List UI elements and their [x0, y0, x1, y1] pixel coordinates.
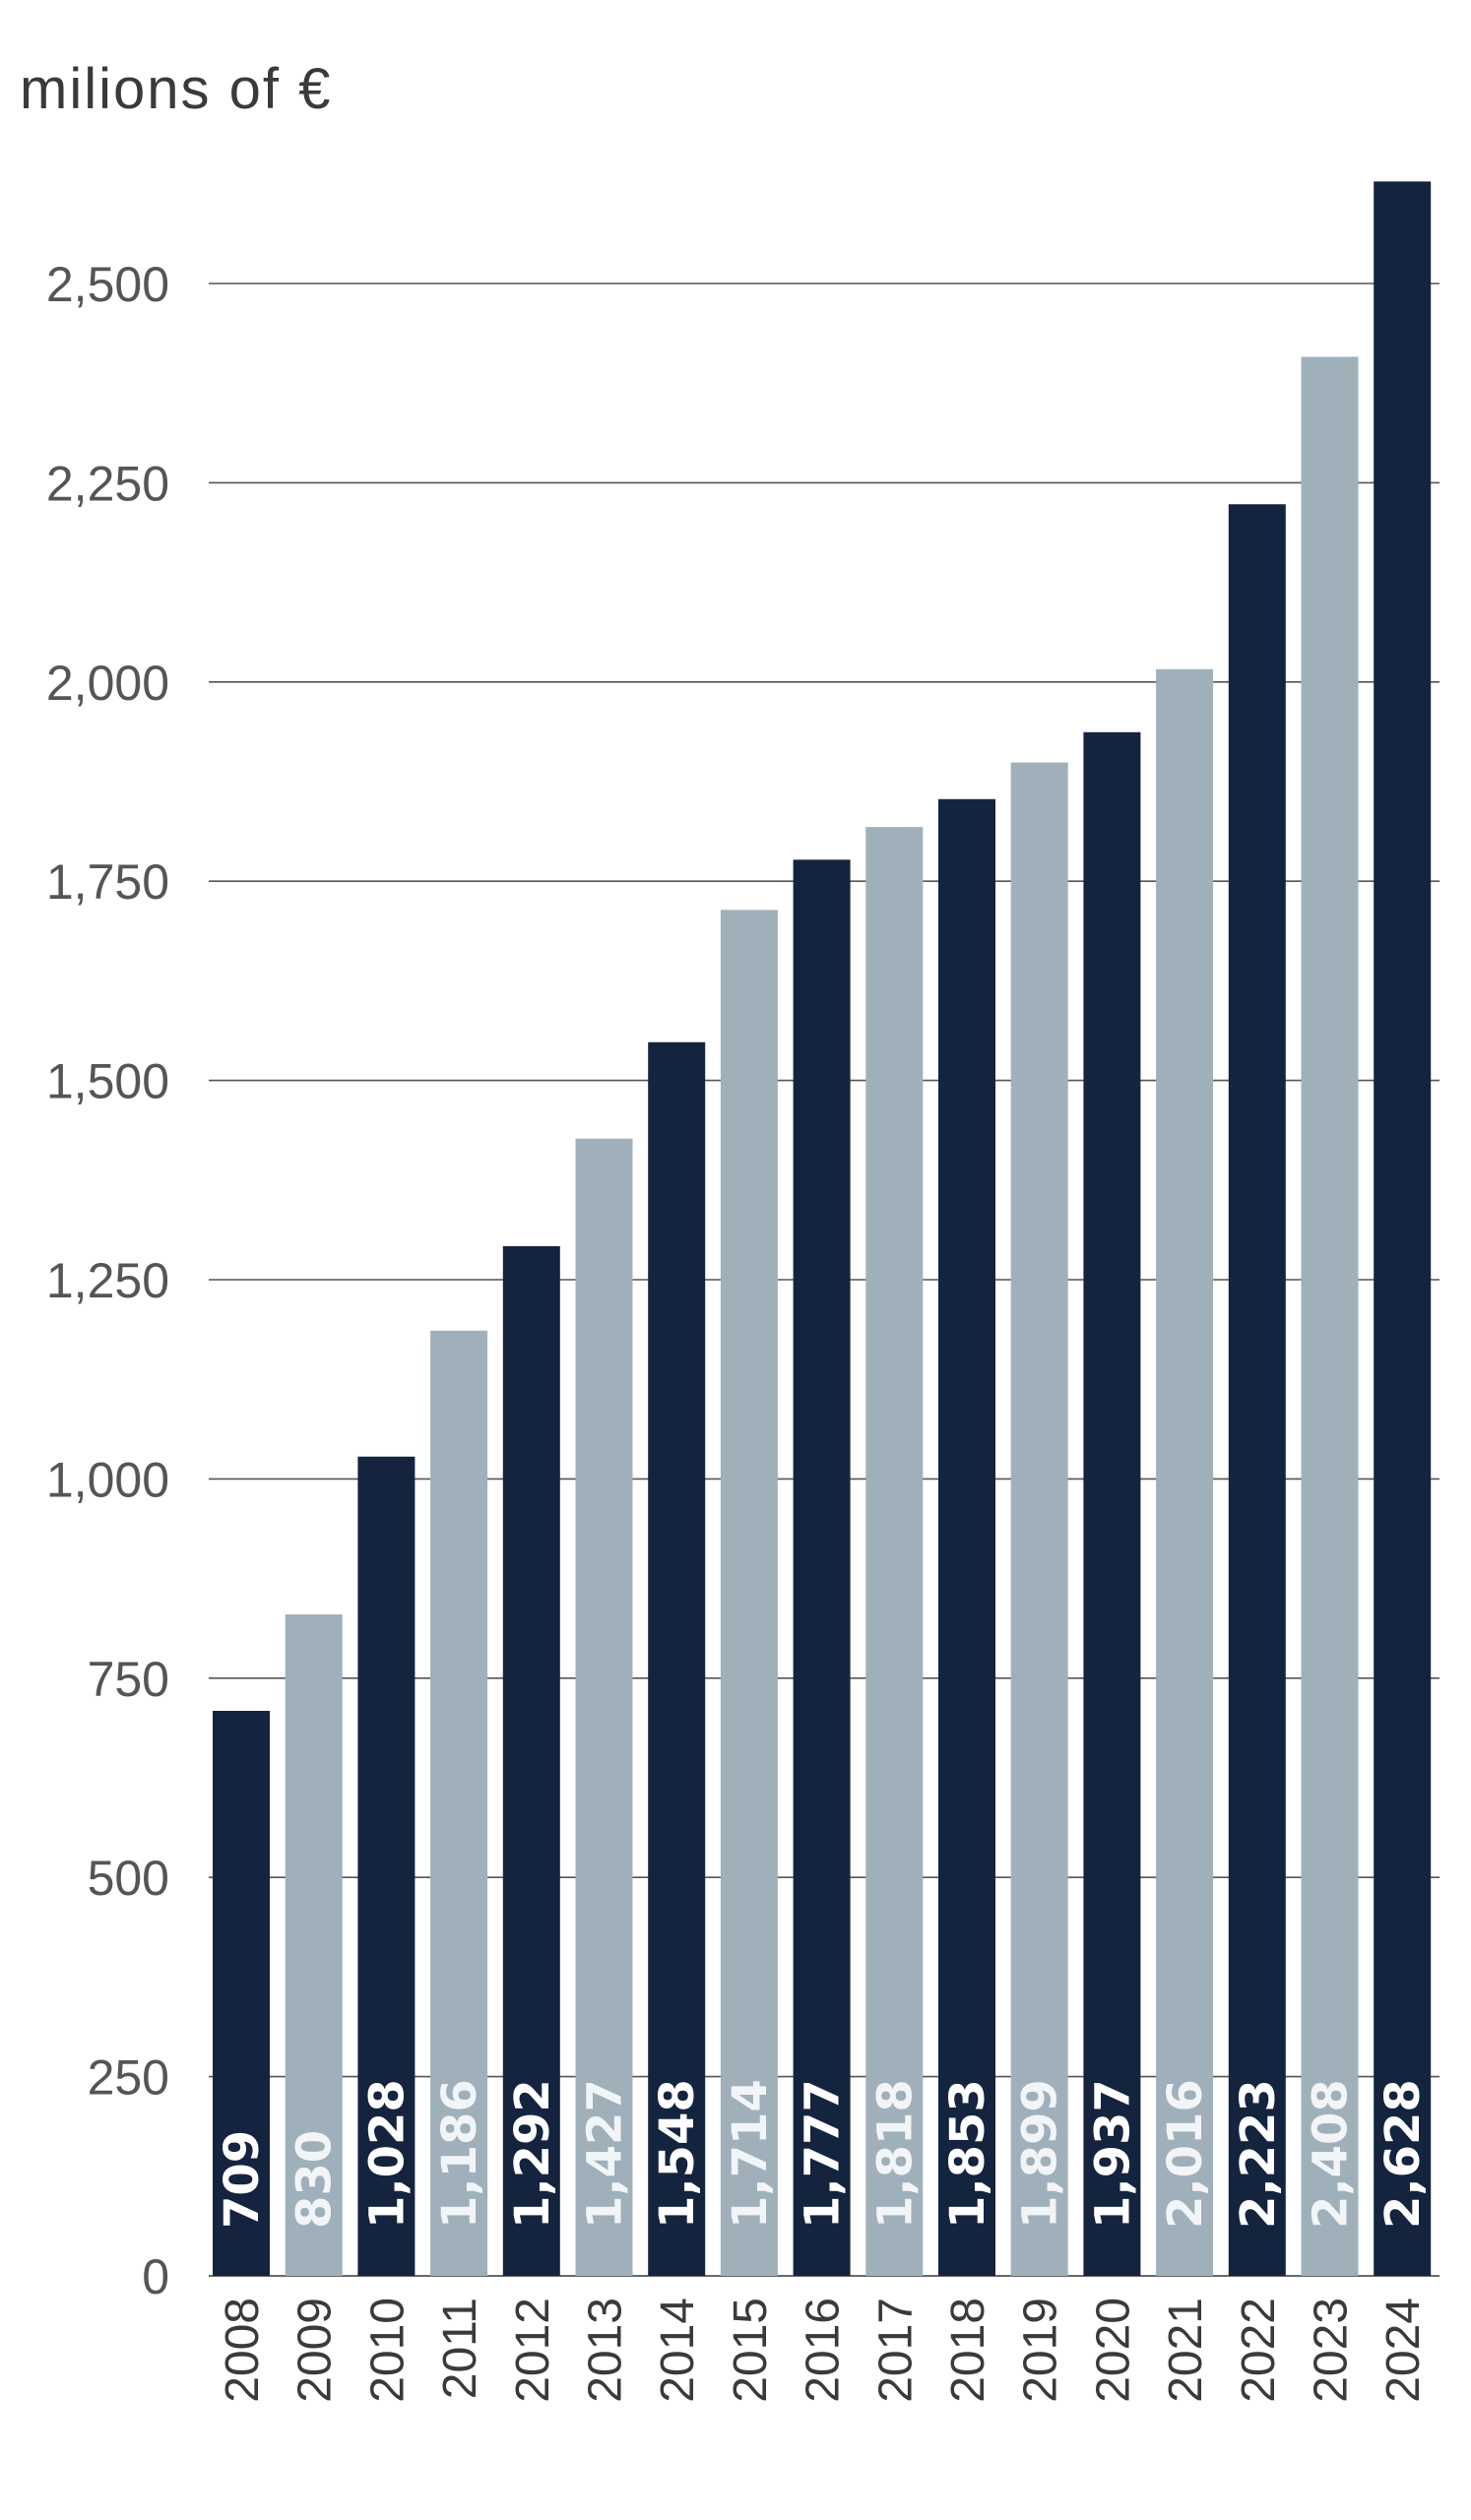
x-tick-label-2012: 2012	[507, 2298, 559, 2403]
bar-2019	[1010, 762, 1068, 2276]
y-tick-label: 1,000	[46, 1452, 169, 1507]
bar-value-labels: 709 830 1,028 1,186 1,292 1,427 1,548 1,714 1,77…	[215, 2079, 1431, 2229]
bar-2016	[793, 859, 851, 2276]
x-tick-label-2024: 2024	[1377, 2298, 1430, 2403]
bar-2021	[1156, 668, 1214, 2276]
bar-2023	[1301, 356, 1359, 2277]
x-tick-label-2014: 2014	[652, 2298, 704, 2403]
bar-value-label-2019: 1,899	[1013, 2079, 1068, 2229]
bar-value-label-2011: 1,186	[432, 2079, 487, 2229]
bar-value-label-2016: 1,777	[796, 2079, 851, 2229]
bar-2012	[502, 1245, 560, 2276]
x-tick-label-2015: 2015	[725, 2298, 777, 2403]
y-tick-label: 1,250	[46, 1253, 169, 1308]
bar-2009	[285, 1614, 343, 2276]
y-tick-label: 2,500	[46, 257, 169, 312]
bar-2018	[938, 798, 995, 2276]
x-tick-label-2017: 2017	[869, 2298, 922, 2403]
bar-value-label-2024: 2,628	[1375, 2079, 1431, 2229]
bar-value-label-2009: 830	[288, 2130, 343, 2229]
x-tick-label-2023: 2023	[1306, 2298, 1358, 2403]
x-tick-label-2010: 2010	[361, 2298, 414, 2403]
bar-value-label-2017: 1,818	[867, 2079, 923, 2229]
y-tick-label: 2,000	[46, 656, 169, 711]
bar-2010	[357, 1456, 416, 2276]
bar-value-label-2014: 1,548	[650, 2079, 705, 2229]
x-tick-label-2022: 2022	[1233, 2298, 1285, 2403]
bar-2020	[1083, 731, 1141, 2276]
bar-value-label-2022: 2,223	[1231, 2079, 1286, 2229]
bar-2015	[720, 910, 778, 2276]
y-tick-label: 1,750	[46, 854, 169, 910]
bar-2014	[648, 1041, 706, 2276]
x-tick-label-2009: 2009	[289, 2298, 342, 2403]
x-tick-label-2021: 2021	[1160, 2298, 1212, 2403]
y-axis-ticks: 0 250 500 750 1,000 1,250 1,500 1,750 2,000 2,250…	[46, 257, 169, 2304]
x-tick-label-2020: 2020	[1087, 2298, 1139, 2403]
bar-value-label-2021: 2,016	[1158, 2079, 1213, 2229]
bar-value-label-2012: 1,292	[505, 2079, 560, 2229]
x-tick-label-2008: 2008	[217, 2298, 269, 2403]
bar-value-label-2018: 1,853	[940, 2079, 995, 2229]
x-tick-label-2019: 2019	[1015, 2298, 1067, 2403]
x-axis-ticks: 2008 2009 2010 2011 2012 2013 2014 2015 2016 2017…	[217, 2298, 1430, 2403]
y-tick-label: 750	[88, 1652, 169, 1707]
x-tick-label-2013: 2013	[580, 2298, 632, 2403]
bar-value-label-2010: 1,028	[359, 2079, 415, 2229]
bar-2011	[430, 1330, 488, 2276]
bar-2022	[1228, 504, 1286, 2276]
bars	[213, 181, 1432, 2277]
bar-value-label-2008: 709	[215, 2130, 270, 2229]
y-tick-label: 0	[142, 2249, 169, 2304]
x-tick-label-2016: 2016	[798, 2298, 850, 2403]
bar-value-label-2015: 1,714	[723, 2079, 778, 2229]
bar-value-label-2013: 1,427	[578, 2079, 633, 2229]
bar-2024	[1374, 181, 1432, 2277]
y-tick-label: 1,500	[46, 1054, 169, 1109]
bar-2017	[865, 827, 924, 2276]
x-tick-label-2018: 2018	[942, 2298, 994, 2403]
y-tick-label: 2,250	[46, 456, 169, 511]
x-tick-label-2011: 2011	[434, 2298, 486, 2399]
bar-2008	[213, 1710, 270, 2276]
bar-2013	[575, 1138, 633, 2276]
bar-value-label-2020: 1,937	[1085, 2079, 1140, 2229]
bar-value-label-2023: 2,408	[1304, 2079, 1359, 2229]
y-tick-label: 500	[88, 1851, 169, 1906]
unit-label: milions of €	[20, 57, 332, 121]
y-tick-label: 250	[88, 2050, 169, 2106]
